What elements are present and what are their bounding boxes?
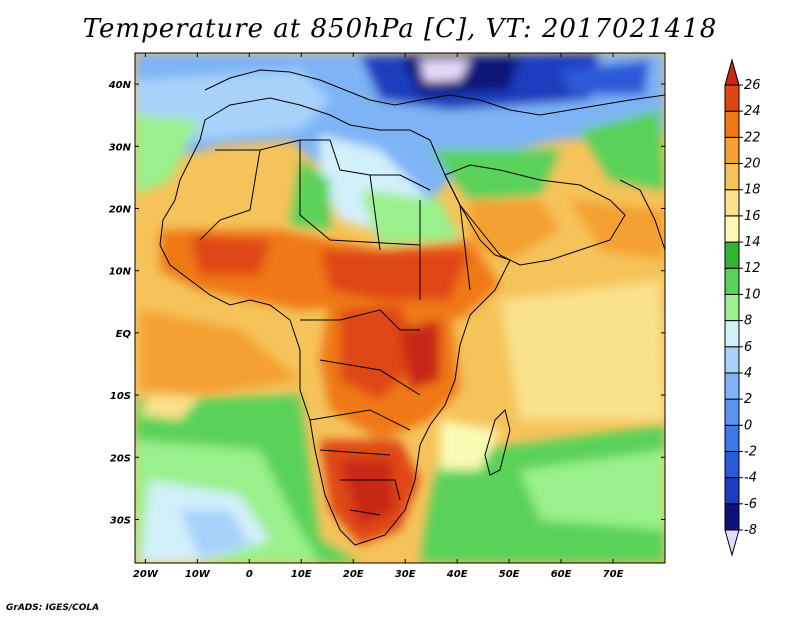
lat-tick-label: EQ <box>116 329 132 340</box>
europe-coastline <box>204 69 665 116</box>
colorbar-box <box>724 503 740 531</box>
colorbar-box <box>724 320 740 348</box>
colorbar-label: 22 <box>744 130 761 145</box>
colorbar-label: 14 <box>744 235 761 250</box>
colorbar-label: 4 <box>744 366 752 381</box>
colorbar-box <box>724 450 740 479</box>
borders-south <box>300 309 421 516</box>
temperature-field <box>135 53 665 563</box>
lon-tick-label: 0 <box>246 569 253 580</box>
lat-tick-label: 20S <box>110 453 131 464</box>
lat-tick-label: 10N <box>109 267 132 278</box>
colorbar-label: -4 <box>744 471 757 486</box>
colorbar-label: 6 <box>744 340 752 355</box>
colorbar-box <box>724 267 740 295</box>
colorbar-label: 8 <box>744 314 752 329</box>
colorbar-label: 20 <box>744 157 761 172</box>
colorbar-high-triangle <box>724 58 740 86</box>
lon-tick-label: 40E <box>446 569 468 580</box>
colorbar-label: -2 <box>744 444 757 459</box>
colorbar-label: 10 <box>744 287 761 302</box>
borders-north <box>199 139 471 300</box>
axis-ticks: 20W 10W 0 10E 20E 30E 40E 50E 60E 70E 40N 30N 20N 10N… <box>108 53 665 580</box>
colorbar-box <box>724 189 740 217</box>
colorbar-box <box>724 293 740 322</box>
colorbar-box <box>724 398 740 426</box>
lon-tick-label: 30E <box>395 569 416 580</box>
colorbar-label: 18 <box>744 183 761 198</box>
lon-tick-label: 10E <box>291 569 312 580</box>
lat-tick-label: 40N <box>108 80 132 91</box>
grads-credit: GrADS: IGES/COLA <box>6 603 100 613</box>
lon-tick-label: 60E <box>551 569 572 580</box>
colorbar-box <box>724 136 740 165</box>
colorbar-label: 24 <box>744 104 761 119</box>
lon-tick-label: 20E <box>343 569 364 580</box>
colorbar-box <box>724 84 740 112</box>
colorbar-label: -8 <box>744 523 757 538</box>
colorbar-box <box>724 241 740 269</box>
colorbar-label: 26 <box>744 78 761 93</box>
colorbar-label: 0 <box>744 418 752 433</box>
india-coastline <box>619 179 665 251</box>
lon-tick-label: 10W <box>185 569 211 580</box>
coastlines <box>159 69 665 546</box>
lat-tick-label: 30N <box>109 142 132 153</box>
map-frame <box>134 52 666 564</box>
colorbar-label: -6 <box>744 497 757 512</box>
lat-tick-label: 30S <box>110 515 131 526</box>
madagascar-coastline <box>484 409 511 476</box>
arabia-coastline <box>444 164 626 266</box>
colorbar-box <box>724 163 740 191</box>
colorbar-label: 12 <box>744 261 761 276</box>
lon-tick-label: 50E <box>499 569 520 580</box>
lat-tick-label: 10S <box>110 391 131 402</box>
africa-coastline <box>159 97 511 546</box>
colorbar-label: 2 <box>744 392 752 407</box>
colorbar-box <box>724 372 740 400</box>
lon-tick-label: 20W <box>133 569 159 580</box>
map-title: Temperature at 850hPa [C], VT: 201702141… <box>82 14 718 44</box>
colorbar-box <box>724 424 740 452</box>
lon-tick-label: 70E <box>603 569 624 580</box>
colorbar-label: 16 <box>744 209 761 224</box>
colorbar-box <box>724 346 740 374</box>
colorbar-box <box>724 215 740 243</box>
colorbar-box <box>724 477 740 505</box>
lat-tick-label: 20N <box>109 204 132 215</box>
colorbar-box <box>724 110 740 138</box>
colorbar-low-triangle <box>724 529 740 557</box>
